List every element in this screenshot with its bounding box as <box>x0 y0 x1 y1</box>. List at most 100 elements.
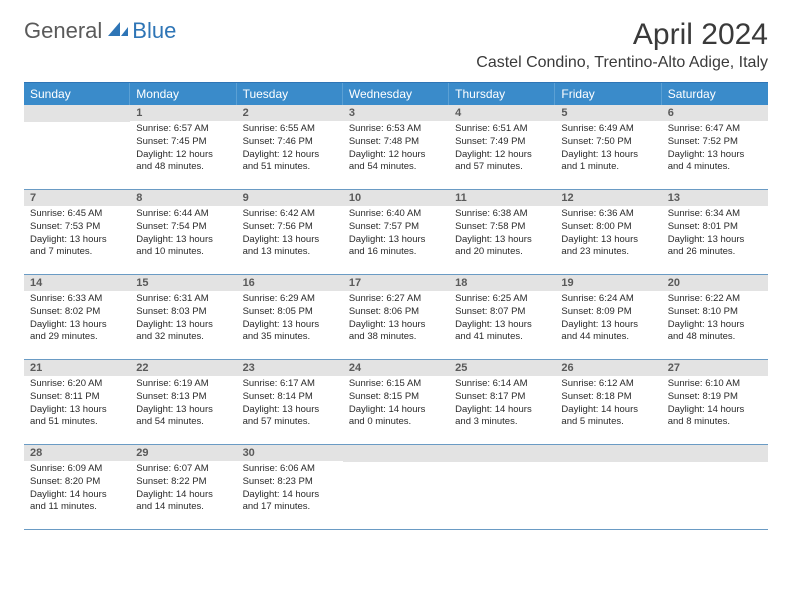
sunrise-text: Sunrise: 6:40 AM <box>349 208 443 221</box>
weekday-thursday: Thursday <box>449 83 555 105</box>
day-cell: 7Sunrise: 6:45 AMSunset: 7:53 PMDaylight… <box>24 190 130 274</box>
day-number: 22 <box>130 360 236 376</box>
day-cell: 14Sunrise: 6:33 AMSunset: 8:02 PMDayligh… <box>24 275 130 359</box>
day-cell <box>449 445 555 529</box>
day-cell <box>343 445 449 529</box>
day-number <box>343 445 449 462</box>
sunset-text: Sunset: 7:57 PM <box>349 221 443 234</box>
sunrise-text: Sunrise: 6:33 AM <box>30 293 124 306</box>
day-cell: 18Sunrise: 6:25 AMSunset: 8:07 PMDayligh… <box>449 275 555 359</box>
day-cell: 28Sunrise: 6:09 AMSunset: 8:20 PMDayligh… <box>24 445 130 529</box>
daylight-text: Daylight: 13 hours and 7 minutes. <box>30 234 124 260</box>
day-cell: 22Sunrise: 6:19 AMSunset: 8:13 PMDayligh… <box>130 360 236 444</box>
day-body: Sunrise: 6:33 AMSunset: 8:02 PMDaylight:… <box>24 291 130 348</box>
daylight-text: Daylight: 13 hours and 13 minutes. <box>243 234 337 260</box>
day-body: Sunrise: 6:40 AMSunset: 7:57 PMDaylight:… <box>343 206 449 263</box>
day-body: Sunrise: 6:19 AMSunset: 8:13 PMDaylight:… <box>130 376 236 433</box>
day-body: Sunrise: 6:27 AMSunset: 8:06 PMDaylight:… <box>343 291 449 348</box>
daylight-text: Daylight: 13 hours and 16 minutes. <box>349 234 443 260</box>
sunset-text: Sunset: 8:23 PM <box>243 476 337 489</box>
daylight-text: Daylight: 14 hours and 11 minutes. <box>30 489 124 515</box>
sunset-text: Sunset: 7:48 PM <box>349 136 443 149</box>
day-number: 26 <box>555 360 661 376</box>
day-number <box>24 105 130 122</box>
daylight-text: Daylight: 14 hours and 0 minutes. <box>349 404 443 430</box>
daylight-text: Daylight: 13 hours and 32 minutes. <box>136 319 230 345</box>
day-body: Sunrise: 6:53 AMSunset: 7:48 PMDaylight:… <box>343 121 449 178</box>
day-cell: 30Sunrise: 6:06 AMSunset: 8:23 PMDayligh… <box>237 445 343 529</box>
daylight-text: Daylight: 12 hours and 51 minutes. <box>243 149 337 175</box>
sunrise-text: Sunrise: 6:14 AM <box>455 378 549 391</box>
sunset-text: Sunset: 8:15 PM <box>349 391 443 404</box>
day-body: Sunrise: 6:15 AMSunset: 8:15 PMDaylight:… <box>343 376 449 433</box>
day-cell: 10Sunrise: 6:40 AMSunset: 7:57 PMDayligh… <box>343 190 449 274</box>
day-number: 9 <box>237 190 343 206</box>
day-cell: 23Sunrise: 6:17 AMSunset: 8:14 PMDayligh… <box>237 360 343 444</box>
day-body: Sunrise: 6:22 AMSunset: 8:10 PMDaylight:… <box>662 291 768 348</box>
sunrise-text: Sunrise: 6:15 AM <box>349 378 443 391</box>
day-body: Sunrise: 6:55 AMSunset: 7:46 PMDaylight:… <box>237 121 343 178</box>
daylight-text: Daylight: 13 hours and 44 minutes. <box>561 319 655 345</box>
day-body: Sunrise: 6:47 AMSunset: 7:52 PMDaylight:… <box>662 121 768 178</box>
day-number: 20 <box>662 275 768 291</box>
day-number <box>662 445 768 462</box>
sunset-text: Sunset: 7:50 PM <box>561 136 655 149</box>
sunset-text: Sunset: 7:53 PM <box>30 221 124 234</box>
sunrise-text: Sunrise: 6:36 AM <box>561 208 655 221</box>
day-body: Sunrise: 6:57 AMSunset: 7:45 PMDaylight:… <box>130 121 236 178</box>
title-block: April 2024 Castel Condino, Trentino-Alto… <box>476 18 768 72</box>
day-number: 10 <box>343 190 449 206</box>
day-number: 29 <box>130 445 236 461</box>
day-cell: 29Sunrise: 6:07 AMSunset: 8:22 PMDayligh… <box>130 445 236 529</box>
day-cell: 16Sunrise: 6:29 AMSunset: 8:05 PMDayligh… <box>237 275 343 359</box>
sunrise-text: Sunrise: 6:45 AM <box>30 208 124 221</box>
sunrise-text: Sunrise: 6:06 AM <box>243 463 337 476</box>
daylight-text: Daylight: 13 hours and 48 minutes. <box>668 319 762 345</box>
day-cell <box>24 105 130 189</box>
day-body: Sunrise: 6:20 AMSunset: 8:11 PMDaylight:… <box>24 376 130 433</box>
sunrise-text: Sunrise: 6:47 AM <box>668 123 762 136</box>
day-cell: 20Sunrise: 6:22 AMSunset: 8:10 PMDayligh… <box>662 275 768 359</box>
sunrise-text: Sunrise: 6:42 AM <box>243 208 337 221</box>
weekday-wednesday: Wednesday <box>343 83 449 105</box>
sunrise-text: Sunrise: 6:17 AM <box>243 378 337 391</box>
daylight-text: Daylight: 13 hours and 38 minutes. <box>349 319 443 345</box>
header: General Blue April 2024 Castel Condino, … <box>0 0 792 76</box>
day-cell: 9 Sunrise: 6:42 AMSunset: 7:56 PMDaylight… <box>237 190 343 274</box>
day-body: Sunrise: 6:31 AMSunset: 8:03 PMDaylight:… <box>130 291 236 348</box>
sunset-text: Sunset: 8:22 PM <box>136 476 230 489</box>
day-number: 8 <box>130 190 236 206</box>
day-body: Sunrise: 6:38 AMSunset: 7:58 PMDaylight:… <box>449 206 555 263</box>
day-cell: 13Sunrise: 6:34 AMSunset: 8:01 PMDayligh… <box>662 190 768 274</box>
sunrise-text: Sunrise: 6:55 AM <box>243 123 337 136</box>
weekday-friday: Friday <box>555 83 661 105</box>
day-body: Sunrise: 6:17 AMSunset: 8:14 PMDaylight:… <box>237 376 343 433</box>
sunrise-text: Sunrise: 6:09 AM <box>30 463 124 476</box>
day-body: Sunrise: 6:44 AMSunset: 7:54 PMDaylight:… <box>130 206 236 263</box>
day-number: 16 <box>237 275 343 291</box>
day-cell <box>662 445 768 529</box>
day-number: 17 <box>343 275 449 291</box>
daylight-text: Daylight: 13 hours and 51 minutes. <box>30 404 124 430</box>
sunrise-text: Sunrise: 6:27 AM <box>349 293 443 306</box>
day-cell: 8Sunrise: 6:44 AMSunset: 7:54 PMDaylight… <box>130 190 236 274</box>
weekday-tuesday: Tuesday <box>237 83 343 105</box>
week-row: 1Sunrise: 6:57 AMSunset: 7:45 PMDaylight… <box>24 105 768 190</box>
sunset-text: Sunset: 7:45 PM <box>136 136 230 149</box>
logo: General Blue <box>24 18 176 44</box>
daylight-text: Daylight: 14 hours and 17 minutes. <box>243 489 337 515</box>
day-number: 18 <box>449 275 555 291</box>
sunset-text: Sunset: 8:13 PM <box>136 391 230 404</box>
daylight-text: Daylight: 13 hours and 29 minutes. <box>30 319 124 345</box>
day-number: 19 <box>555 275 661 291</box>
day-body: Sunrise: 6:34 AMSunset: 8:01 PMDaylight:… <box>662 206 768 263</box>
day-number: 1 <box>130 105 236 121</box>
sunset-text: Sunset: 7:46 PM <box>243 136 337 149</box>
sunset-text: Sunset: 7:52 PM <box>668 136 762 149</box>
logo-text-general: General <box>24 18 102 44</box>
day-cell: 3Sunrise: 6:53 AMSunset: 7:48 PMDaylight… <box>343 105 449 189</box>
sunrise-text: Sunrise: 6:57 AM <box>136 123 230 136</box>
day-cell: 24Sunrise: 6:15 AMSunset: 8:15 PMDayligh… <box>343 360 449 444</box>
weekday-sunday: Sunday <box>24 83 130 105</box>
sunset-text: Sunset: 7:56 PM <box>243 221 337 234</box>
